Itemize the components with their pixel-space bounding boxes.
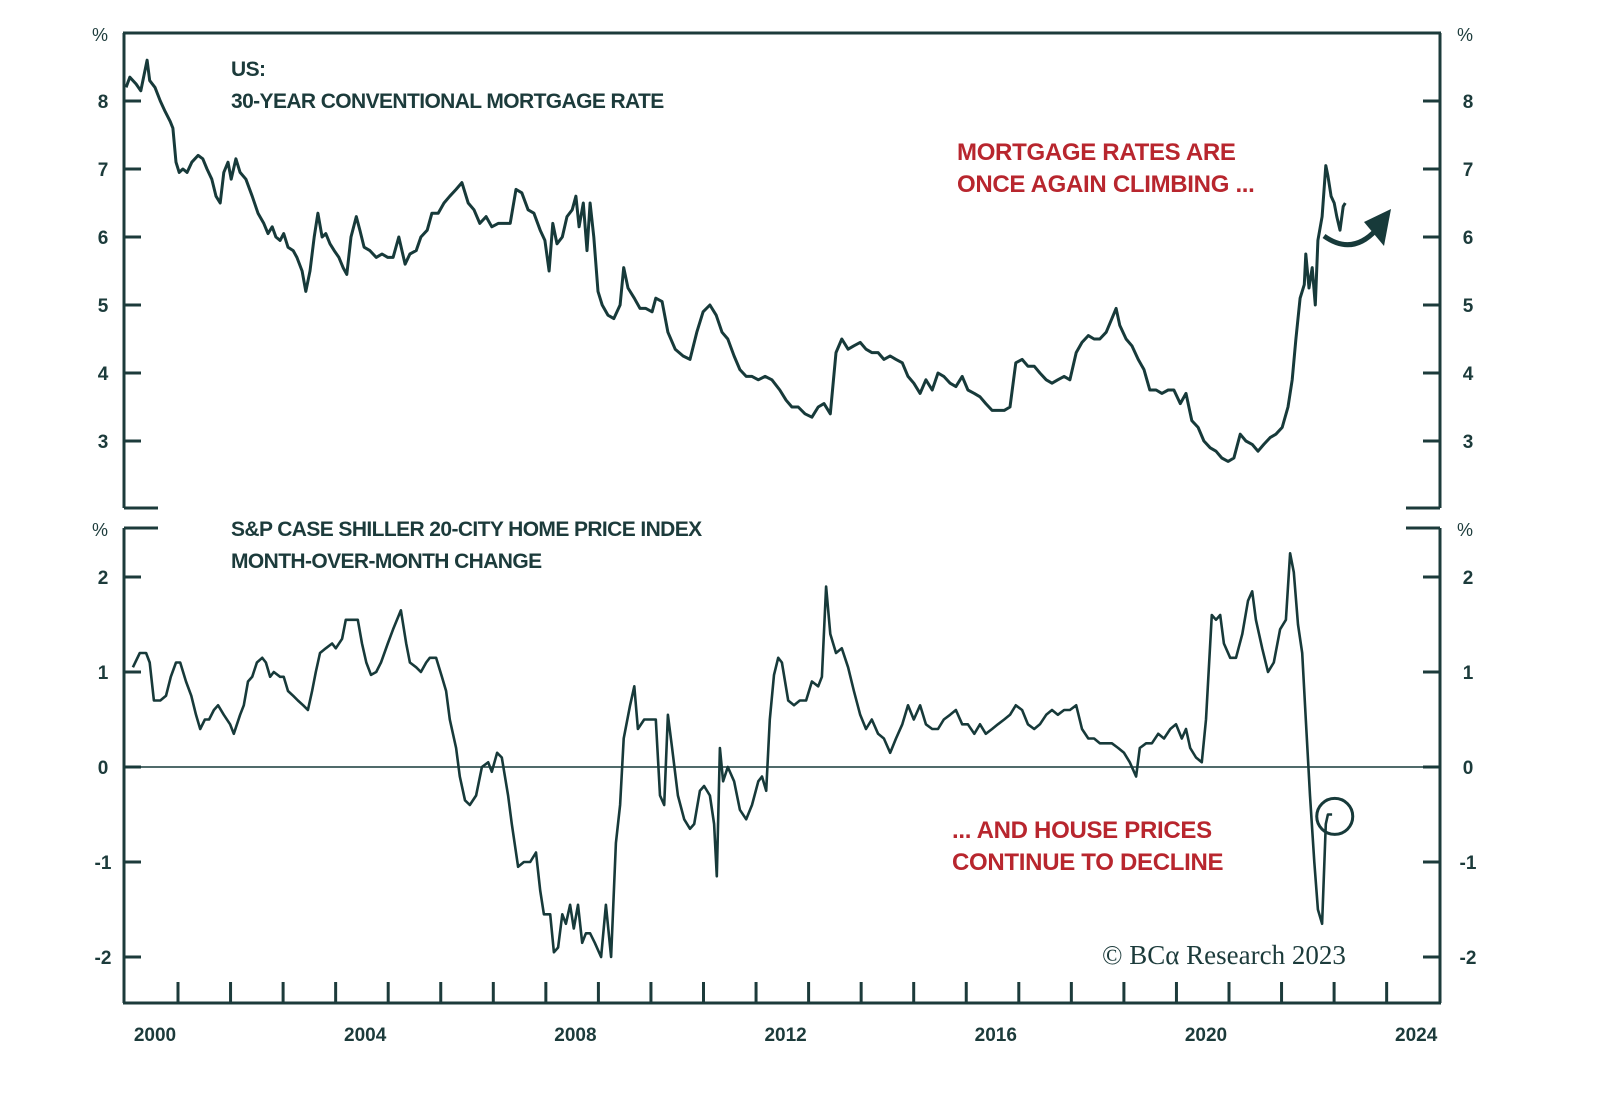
mortgage-rate-line [124, 58, 1347, 463]
y-unit-label-left: % [92, 25, 108, 45]
top-title-line-2: 30-YEAR CONVENTIONAL MORTGAGE RATE [231, 90, 664, 113]
x-tick-label: 2000 [134, 1025, 176, 1046]
y-tick-label-right: 4 [1463, 364, 1474, 385]
y-tick-label-right: 6 [1463, 228, 1474, 249]
x-tick-label: 2008 [554, 1025, 596, 1046]
copyright-watermark: © BCα Research 2023 [1102, 940, 1346, 970]
y-tick-label-right: 7 [1463, 160, 1474, 181]
top-annotation-line-1: MORTGAGE RATES ARE [957, 139, 1236, 166]
y-tick-label-right: 8 [1463, 92, 1474, 113]
x-tick-label: 2020 [1185, 1025, 1227, 1046]
y-tick-label-right: 5 [1463, 296, 1474, 317]
y-tick-label-right: -1 [1460, 853, 1477, 874]
bottom-annotation-line-1: ... AND HOUSE PRICES [952, 817, 1212, 844]
y-tick-label-left: -2 [95, 948, 112, 969]
top-annotation-line-2: ONCE AGAIN CLIMBING ... [957, 171, 1255, 198]
bottom-title-line-1: S&P CASE SHILLER 20-CITY HOME PRICE INDE… [231, 518, 702, 541]
y-tick-label-right: 0 [1463, 758, 1474, 779]
y-tick-label-left: 6 [98, 228, 109, 249]
y-tick-label-left: 5 [98, 296, 109, 317]
y-unit-label-left: % [92, 520, 108, 540]
y-tick-label-right: 2 [1463, 568, 1474, 589]
mortgage-rate-panel: % % 3 3 4 4 5 5 6 6 7 7 8 8 [92, 25, 1474, 508]
y-tick-label-left: 7 [98, 160, 109, 181]
x-axis: 2000 2004 2008 2012 2016 2020 2024 [134, 982, 1438, 1046]
y-tick-label-right: 3 [1463, 432, 1474, 453]
y-unit-label-right: % [1457, 520, 1473, 540]
x-tick-label: 2012 [764, 1025, 806, 1046]
bottom-annotation-line-2: CONTINUE TO DECLINE [952, 849, 1223, 876]
y-unit-label-right: % [1457, 25, 1473, 45]
y-tick-label-right: -2 [1460, 948, 1477, 969]
home-price-panel: % % -2 -2 -1 -1 0 0 1 1 2 2 [92, 520, 1477, 1003]
x-tick-label: 2016 [975, 1025, 1017, 1046]
y-tick-label-right: 1 [1463, 663, 1474, 684]
curved-arrow-up-icon [1322, 209, 1391, 248]
y-tick-label-left: 1 [98, 663, 109, 684]
y-tick-label-left: 2 [98, 568, 109, 589]
x-tick-label: 2004 [344, 1025, 387, 1046]
home-price-change-line [131, 552, 1333, 959]
y-tick-label-left: 8 [98, 92, 109, 113]
y-tick-label-left: 3 [98, 432, 109, 453]
y-tick-label-left: -1 [95, 853, 112, 874]
y-tick-label-left: 4 [98, 364, 109, 385]
y-tick-label-left: 0 [98, 758, 109, 779]
top-title-line-1: US: [231, 58, 265, 81]
highlight-circle-icon [1315, 796, 1355, 836]
x-tick-label: 2024 [1395, 1025, 1438, 1046]
chart-frame [123, 31, 1441, 1005]
bottom-title-line-2: MONTH-OVER-MONTH CHANGE [231, 550, 542, 573]
